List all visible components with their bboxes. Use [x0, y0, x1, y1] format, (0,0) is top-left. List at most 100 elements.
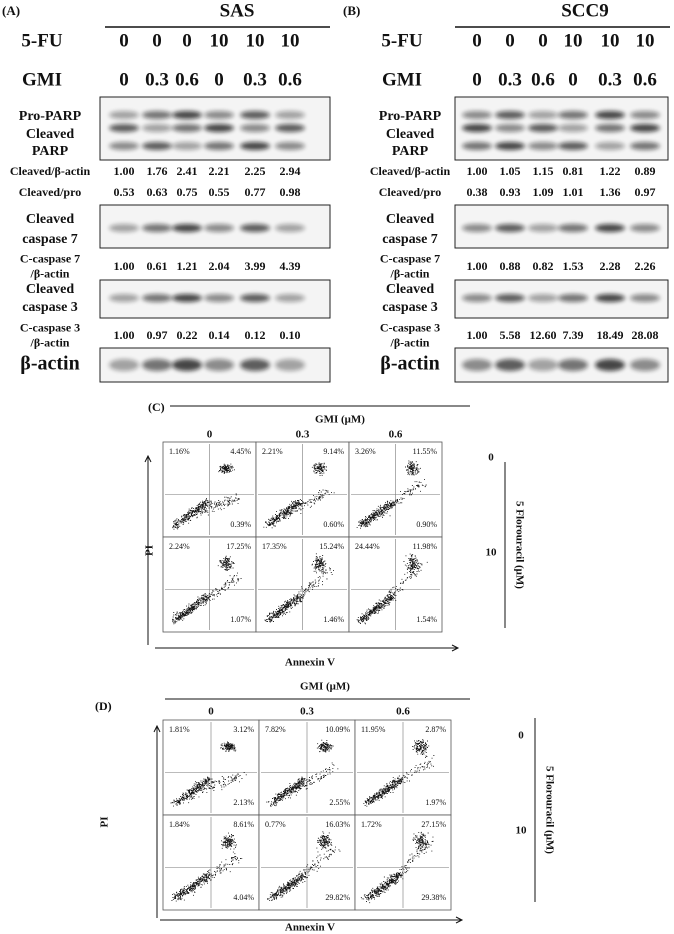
- quant-value: 0.93: [500, 185, 521, 199]
- quant-value: 1.36: [600, 185, 621, 199]
- quant-value: 12.60: [530, 328, 557, 342]
- quadrant-percent: 27.15%: [421, 820, 446, 829]
- blot-band: [528, 224, 558, 232]
- quadrant-percent: 1.16%: [169, 447, 190, 456]
- treatment-dose: 0: [568, 69, 578, 90]
- blot-label: Cleaved: [386, 282, 434, 297]
- blot-band: [109, 224, 139, 232]
- blot-band: [204, 124, 234, 132]
- quant-value: 0.10: [280, 328, 301, 342]
- y-label: PI: [144, 545, 156, 556]
- blot-band: [240, 224, 270, 232]
- treatment-dose: 0.3: [145, 69, 169, 90]
- treatment-dose: 0: [152, 30, 162, 51]
- blot-band: [495, 111, 525, 119]
- blot-band: [595, 359, 625, 371]
- flow-title: GMI (μM): [315, 414, 365, 426]
- blot-band: [142, 124, 172, 132]
- dot-cloud: [263, 462, 335, 529]
- quadrant-percent: 29.82%: [325, 893, 350, 902]
- quant-label: /β-actin: [30, 266, 70, 280]
- quant-value: 0.53: [114, 185, 135, 199]
- quant-value: 0.97: [635, 185, 656, 199]
- treatment-dose: 0: [538, 30, 548, 51]
- column-label: 0.6: [396, 706, 410, 718]
- quadrant-percent: 11.98%: [413, 542, 438, 551]
- cell-line: SAS: [220, 0, 255, 21]
- quadrant-percent: 2.87%: [425, 725, 446, 734]
- quant-value: 2.41: [177, 164, 198, 178]
- quadrant-percent: 3.12%: [233, 725, 254, 734]
- blot-band: [462, 224, 492, 232]
- treatment-name: 5-FU: [381, 30, 422, 51]
- blot-band: [275, 359, 305, 371]
- quant-label: C-caspase 3: [380, 320, 440, 334]
- quadrant-percent: 24.44%: [355, 542, 380, 551]
- treatment-dose: 10: [281, 30, 300, 51]
- quadrant-percent: 4.45%: [230, 447, 251, 456]
- treatment-dose: 0.3: [598, 69, 622, 90]
- dot-cloud: [171, 832, 243, 902]
- treatment-dose: 10: [210, 30, 229, 51]
- blot-band: [275, 142, 305, 150]
- row-label: 10: [516, 825, 528, 837]
- blot-band: [462, 294, 492, 302]
- blot-label: PARP: [392, 144, 429, 159]
- quant-value: 2.28: [600, 259, 621, 273]
- blot-band: [595, 111, 625, 119]
- quant-value: 0.77: [245, 185, 266, 199]
- treatment-dose: 10: [636, 30, 655, 51]
- blot-band: [275, 224, 305, 232]
- quant-value: 0.22: [177, 328, 198, 342]
- column-label: 0: [208, 706, 214, 718]
- blot-band: [630, 359, 660, 371]
- column-label: 0.3: [296, 429, 310, 441]
- quant-value: 7.39: [563, 328, 584, 342]
- blot-band: [462, 124, 492, 132]
- blot-band: [275, 124, 305, 132]
- blot-label: Pro-PARP: [379, 109, 442, 124]
- panel-label: (D): [95, 699, 112, 713]
- quadrant-percent: 8.61%: [233, 820, 254, 829]
- quant-label: Cleaved/β-actin: [370, 164, 451, 178]
- quant-label: /β-actin: [390, 335, 430, 349]
- quadrant-percent: 4.04%: [233, 893, 254, 902]
- quadrant-percent: 16.03%: [325, 820, 350, 829]
- quant-label: /β-actin: [30, 335, 70, 349]
- quadrant-percent: 15.24%: [319, 542, 344, 551]
- dot-cloud: [267, 831, 341, 901]
- treatment-dose: 0: [119, 69, 129, 90]
- treatment-dose: 0: [119, 30, 129, 51]
- quadrant-percent: 9.14%: [323, 447, 344, 456]
- treatment-dose: 0.6: [633, 69, 657, 90]
- quant-value: 1.05: [500, 164, 521, 178]
- quadrant-percent: 11.55%: [413, 447, 438, 456]
- quant-value: 0.88: [500, 259, 521, 273]
- quant-label: Cleaved/pro: [19, 185, 81, 199]
- row-title: 5 Florouracil (μM): [513, 501, 525, 589]
- treatment-dose: 0: [214, 69, 224, 90]
- quant-value: 4.39: [280, 259, 301, 273]
- quadrant-percent: 1.97%: [425, 798, 446, 807]
- blot-band: [109, 111, 139, 119]
- quant-value: 1.01: [563, 185, 584, 199]
- blot-band: [495, 359, 525, 371]
- blot-label: β-actin: [380, 353, 439, 375]
- blot-band: [595, 294, 625, 302]
- blot-label: Cleaved: [26, 212, 74, 227]
- quant-label: C-caspase 7: [20, 251, 80, 265]
- row-label: 10: [486, 547, 498, 559]
- treatment-dose: 0.6: [175, 69, 199, 90]
- blot-band: [495, 142, 525, 150]
- blot-label: caspase 7: [22, 232, 78, 247]
- quant-value: 28.08: [632, 328, 659, 342]
- quadrant-percent: 0.90%: [416, 520, 437, 529]
- treatment-dose: 0: [182, 30, 192, 51]
- quadrant-percent: 1.54%: [416, 615, 437, 624]
- quadrant-percent: 11.95%: [361, 725, 386, 734]
- blot-label: Cleaved: [26, 282, 74, 297]
- blot-band: [528, 111, 558, 119]
- blot-band: [142, 142, 172, 150]
- dot-cloud: [170, 741, 247, 807]
- blot-band: [172, 224, 202, 232]
